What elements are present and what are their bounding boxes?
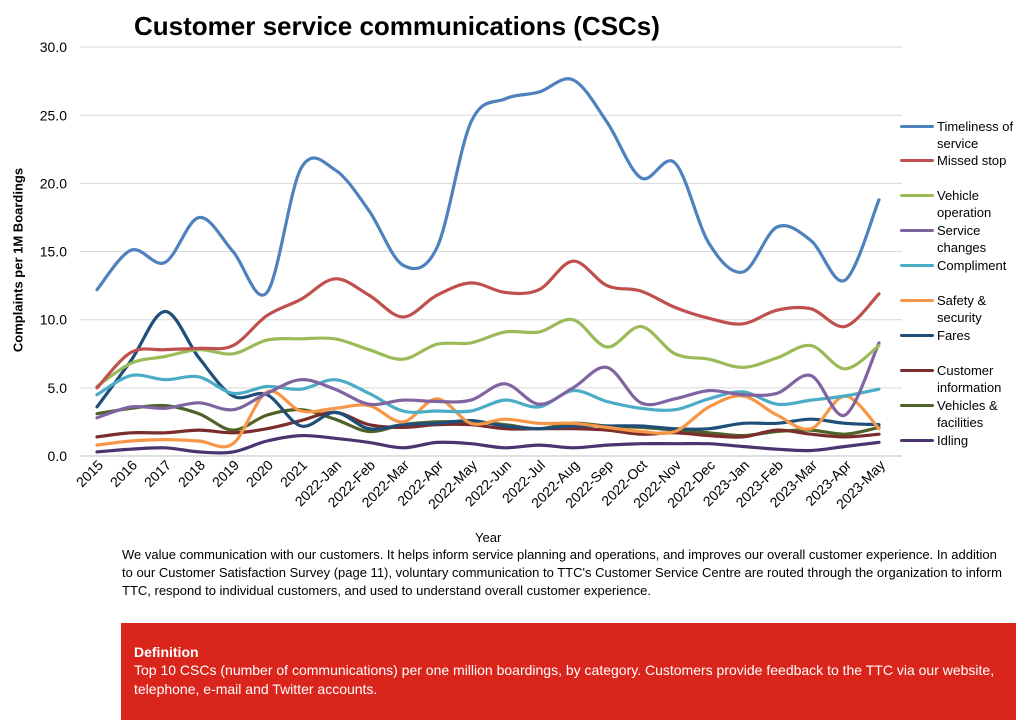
series-line-missed-stop: [95, 259, 881, 390]
series-line-fares: [95, 309, 881, 431]
y-tick-label: 0.0: [48, 448, 68, 464]
x-axis-label: Year: [475, 530, 502, 545]
legend-label-service-changes-l2: changes: [937, 240, 987, 255]
legend-label-vehicle-operation-l2: operation: [937, 205, 992, 220]
legend-label-customer-information-l1: Customer: [937, 363, 994, 378]
legend-swatch-safety: [900, 299, 934, 302]
series-line-vehicle-operation: [95, 317, 881, 389]
y-tick-label: 5.0: [48, 380, 68, 396]
y-tick-label: 25.0: [40, 107, 67, 123]
legend-swatch-vehicle-operation: [900, 194, 934, 197]
x-tick-label: 2019: [209, 457, 242, 490]
definition-box: Definition Top 10 CSCs (number of commun…: [121, 623, 1016, 720]
series-line-compliment: [95, 373, 881, 414]
legend-swatch-vehicles-facilities: [900, 404, 934, 407]
y-tick-labels: 0.0 5.0 10.0 15.0 20.0 25.0 30.0: [40, 39, 67, 464]
y-tick-label: 20.0: [40, 175, 67, 191]
legend-label-vehicle-operation-l1: Vehicle: [937, 188, 979, 203]
legend-swatch-service-changes: [900, 229, 934, 232]
x-tick-label: 2015: [73, 457, 106, 490]
series-line-safety-security: [95, 389, 881, 449]
legend-label-service-changes-l1: Service: [937, 223, 981, 238]
description-paragraph: We value communication with our customer…: [122, 547, 1002, 598]
x-tick-labels: 2015 2016 2017 2018 2019 2020 20212022-Jan2022…: [73, 457, 888, 513]
legend-label-safety-l1: Safety &: [937, 293, 987, 308]
y-tick-label: 10.0: [40, 312, 67, 328]
x-tick-label: 2018: [175, 457, 208, 490]
legend-swatch-missed-stop: [900, 159, 934, 162]
series-line-service-changes: [95, 341, 881, 420]
legend-label-timeliness-l2: service: [937, 136, 979, 151]
legend-label-customer-information-l2: information: [937, 380, 1002, 395]
definition-text: Top 10 CSCs (number of communications) p…: [134, 662, 995, 697]
x-tick-label: 2020: [243, 457, 276, 490]
y-tick-label: 15.0: [40, 244, 67, 260]
y-axis-label: Complaints per 1M Boardings: [10, 167, 26, 353]
line-chart: 0.05.010.015.020.025.030.0 2015 2016 2017 2…: [40, 39, 902, 513]
legend-label-vehicles-facilities-l2: facilities: [937, 415, 984, 430]
legend-swatch-customer-information: [900, 369, 934, 372]
x-tick-label: 2017: [141, 457, 174, 490]
series-lines: [95, 77, 881, 455]
legend-swatch-idling: [900, 439, 934, 442]
chart-title: Customer service communications (CSCs): [134, 11, 660, 41]
series-line-idling: [95, 433, 881, 455]
definition-title: Definition: [134, 644, 199, 660]
legend-label-compliment: Compliment: [937, 258, 1007, 273]
legend-label-idling: Idling: [937, 433, 969, 448]
gridlines: [80, 46, 902, 457]
legend-swatch-compliment: [900, 264, 934, 267]
legend-label-missed-stop: Missed stop: [937, 153, 1007, 168]
legend-label-fares: Fares: [937, 328, 971, 343]
series-line-customer-information: [95, 410, 881, 439]
legend-label-timeliness-l1: Timeliness of: [937, 119, 1014, 134]
legend-label-vehicles-facilities-l1: Vehicles &: [937, 398, 998, 413]
series-line-timeliness-of-service: [95, 77, 881, 297]
x-tick-label: 2016: [107, 457, 140, 490]
legend-swatch-timeliness: [900, 125, 934, 128]
y-tick-label: 30.0: [40, 39, 67, 55]
legend-swatch-fares: [900, 334, 934, 337]
legend-label-safety-l2: security: [937, 310, 982, 325]
